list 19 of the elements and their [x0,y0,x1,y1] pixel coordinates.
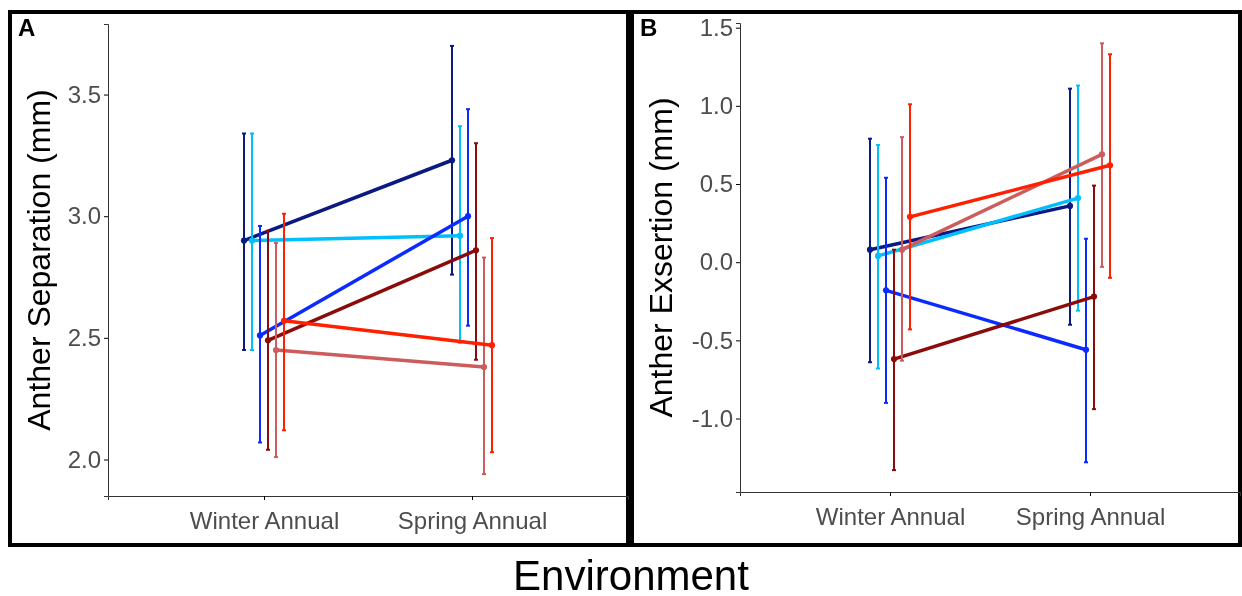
x-tick-label: Spring Annual [1015,503,1166,531]
y-tick-label: 1.5 [699,13,733,41]
y-tick-label: 2.0 [67,445,101,473]
y-tick-label: 0.5 [699,170,733,198]
y-tick-label: 2.5 [67,324,101,352]
y-tick-label: 3.0 [67,202,101,230]
x-tick-label: Winter Annual [815,503,966,531]
y-tick-label: -0.5 [691,326,733,354]
chart-title: B [640,14,658,41]
y-tick-label: -1.0 [691,404,733,432]
y-tick-label: 3.5 [67,80,101,108]
y-axis-title: Anther Exsertion (mm) [643,97,679,418]
y-axis-title: Anther Separation (mm) [21,89,57,431]
x-tick-label: Winter Annual [189,507,340,535]
y-tick-label: 0.0 [699,248,733,276]
y-tick-label: 1.0 [699,92,733,120]
chart-title: A [18,14,36,41]
x-axis-title: Environment [513,552,750,596]
x-tick-label: Spring Annual [397,507,548,535]
